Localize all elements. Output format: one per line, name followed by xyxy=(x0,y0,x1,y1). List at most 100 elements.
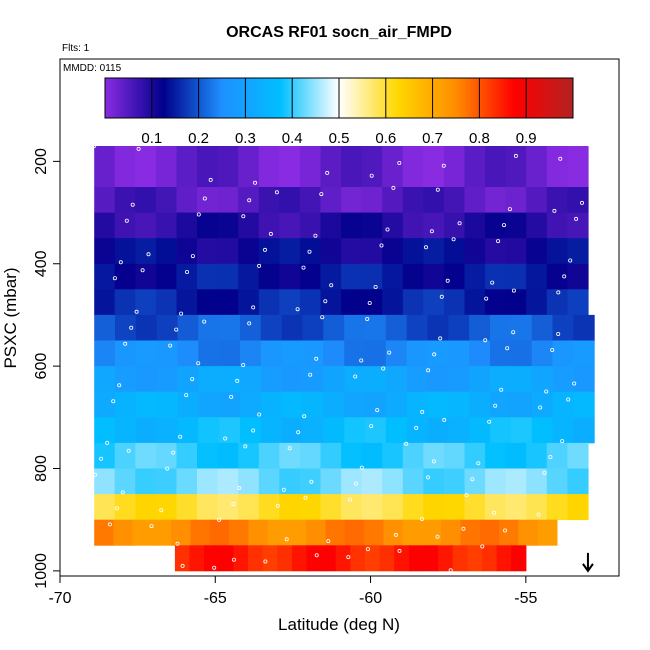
heatmap-cell xyxy=(176,263,198,290)
observation-point xyxy=(281,487,286,492)
heatmap-cell xyxy=(279,442,301,469)
heatmap-cell xyxy=(510,417,533,444)
heatmap-cell xyxy=(443,494,466,521)
heatmap-cell xyxy=(258,187,280,213)
heatmap-cell xyxy=(321,545,337,572)
observation-point xyxy=(572,381,577,386)
x-tick-label: -65 xyxy=(204,590,227,607)
observation-point xyxy=(120,490,125,495)
observation-point xyxy=(118,260,123,265)
observation-point xyxy=(112,276,117,281)
heatmap-cell xyxy=(546,263,568,290)
data-points xyxy=(92,143,585,573)
heatmap-cell xyxy=(427,417,449,444)
heatmap-cell xyxy=(258,494,280,521)
arrow-down-icon xyxy=(582,552,594,573)
heatmap-cell xyxy=(176,212,198,239)
heatmap-cell xyxy=(281,314,304,341)
heatmap-cell xyxy=(382,263,404,290)
heatmap-cell xyxy=(464,494,486,521)
heatmap-cell xyxy=(402,494,424,521)
observation-point xyxy=(367,300,372,305)
heatmap-cell xyxy=(94,340,116,367)
heatmap-cell xyxy=(156,366,179,393)
heatmap-cell xyxy=(281,340,304,367)
heatmap-cell xyxy=(176,146,198,188)
heatmap-cell xyxy=(94,212,116,239)
heatmap-cell xyxy=(156,417,179,444)
observation-point xyxy=(229,394,234,399)
heatmap-cell xyxy=(197,212,219,239)
observation-point xyxy=(556,331,561,336)
heatmap-cell xyxy=(385,417,408,444)
heatmap-cell xyxy=(114,238,136,265)
heatmap-cell xyxy=(320,468,342,495)
heatmap-cell xyxy=(238,146,260,188)
observation-point xyxy=(365,547,370,552)
heatmap-cell xyxy=(402,263,424,290)
heatmap-cell xyxy=(238,263,260,290)
x-axis-label: Latitude (deg N) xyxy=(278,615,400,634)
heatmap-cell xyxy=(365,417,387,444)
heatmap-cell xyxy=(177,366,199,393)
colorbar-tick-label: 0.7 xyxy=(422,130,443,147)
y-axis: 200 400 600 800 1000 xyxy=(33,148,60,589)
observation-point xyxy=(562,274,567,279)
x-tick-label: -55 xyxy=(514,590,537,607)
heatmap-cell xyxy=(365,314,387,341)
heatmap-cell xyxy=(344,417,366,444)
observation-point xyxy=(295,307,300,312)
heatmap-cell xyxy=(258,468,280,495)
observation-point xyxy=(435,187,440,192)
heatmap-cell xyxy=(341,187,363,213)
heatmap-cell xyxy=(499,519,519,546)
heatmap-cell xyxy=(552,314,574,341)
colorbar-tick-label: 0.8 xyxy=(469,130,490,147)
heatmap-cell xyxy=(238,442,260,469)
heatmap-cell xyxy=(277,545,293,572)
observation-point xyxy=(114,506,119,511)
heatmap-cell xyxy=(408,545,425,572)
heatmap-cell xyxy=(552,340,574,367)
heatmap-cell xyxy=(306,519,327,546)
observation-point xyxy=(493,403,498,408)
observation-point xyxy=(314,356,319,361)
heatmap-cell xyxy=(448,314,470,341)
heatmap-cell xyxy=(260,366,283,393)
observation-point xyxy=(275,503,280,508)
heatmap-cell xyxy=(267,519,288,546)
heatmap-cell xyxy=(135,289,157,316)
observation-point xyxy=(303,495,308,500)
x-tick-label: -60 xyxy=(359,590,382,607)
heatmap-cell xyxy=(302,417,324,444)
heatmap-cell xyxy=(526,289,548,316)
heatmap-cell xyxy=(385,366,408,393)
heatmap-cell xyxy=(320,289,342,316)
heatmap-cell xyxy=(485,442,507,469)
observation-point xyxy=(552,208,557,213)
heatmap-cell xyxy=(155,494,178,521)
heatmap-cell xyxy=(573,366,595,393)
heatmap-cell xyxy=(427,391,449,418)
heatmap-cell xyxy=(177,314,199,341)
heatmap-cell xyxy=(94,314,116,341)
observation-point xyxy=(323,299,328,304)
colorbar-tick-label: 0.9 xyxy=(516,130,537,147)
observation-point xyxy=(538,405,543,410)
heatmap-cell xyxy=(320,263,342,290)
heatmap-cell xyxy=(365,340,387,367)
observation-point xyxy=(329,283,334,288)
heatmap-cell xyxy=(204,545,220,572)
observation-point xyxy=(257,412,262,417)
heatmap-cell xyxy=(219,417,241,444)
observation-point xyxy=(302,414,307,419)
observation-point xyxy=(180,563,185,568)
heatmap-cell xyxy=(448,417,470,444)
heatmap-cell xyxy=(546,442,568,469)
heatmap-cell xyxy=(177,417,199,444)
heatmap-cell xyxy=(287,519,307,546)
observation-point xyxy=(359,465,364,470)
observation-point xyxy=(397,548,402,553)
colorbar-tick-label: 0.2 xyxy=(188,130,209,147)
heatmap-cell xyxy=(155,289,178,316)
